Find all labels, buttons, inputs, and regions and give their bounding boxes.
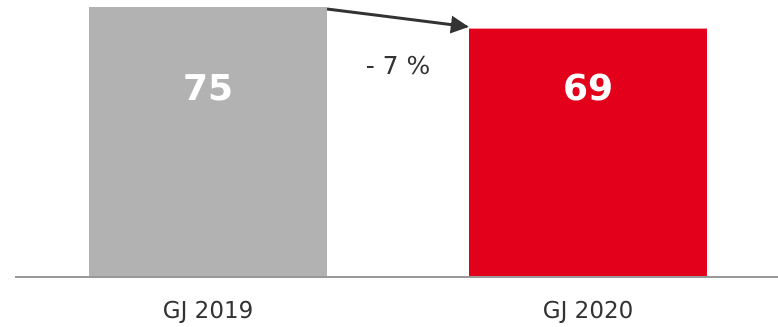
change-arrow (326, 7, 469, 34)
change-annotation: - 7 % (366, 51, 431, 80)
bar-gj-2019 (89, 7, 327, 277)
bar-gj-2020 (469, 28, 707, 277)
x-tick-label-gj-2019: GJ 2019 (163, 298, 253, 324)
x-tick-label-gj-2020: GJ 2020 (543, 298, 633, 324)
data-label-gj-2019: 75 (183, 68, 233, 109)
data-label-gj-2020: 69 (563, 68, 613, 109)
